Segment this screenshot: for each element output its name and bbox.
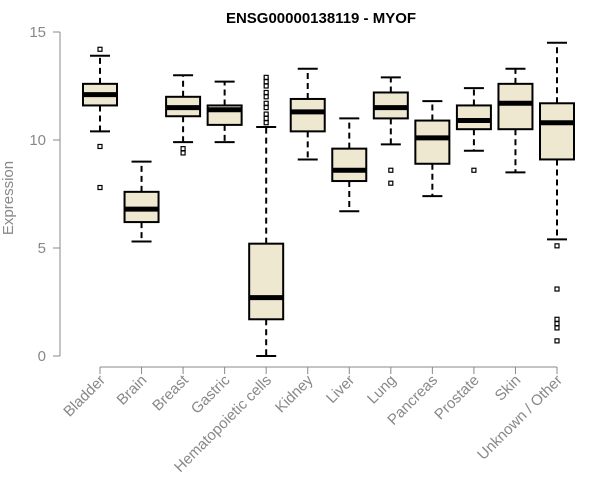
x-tick-label: Breast — [149, 371, 192, 414]
outlier-point — [263, 120, 269, 126]
x-tick-label: Liver — [323, 372, 358, 407]
outlier-point — [554, 325, 560, 331]
box-iqr — [414, 119, 451, 165]
x-tick-label: Skin — [492, 372, 525, 405]
outlier-point — [554, 286, 560, 292]
box-group — [331, 117, 368, 213]
y-tick-label: 0 — [38, 348, 46, 365]
y-tick-label: 10 — [29, 132, 46, 149]
box-group — [414, 100, 451, 198]
outlier-point — [388, 180, 394, 186]
outlier-point — [263, 115, 269, 122]
box-iqr — [331, 147, 368, 183]
outlier-point — [263, 79, 269, 85]
box-group — [372, 76, 409, 186]
box-group — [497, 67, 534, 174]
chart-title: ENSG00000138119 - MYOF — [226, 10, 416, 27]
box-group — [165, 74, 202, 156]
outlier-point — [263, 111, 269, 117]
y-tick-label: 15 — [29, 24, 46, 41]
box-iqr — [497, 82, 534, 131]
outlier-point — [263, 100, 269, 106]
box-iqr — [248, 242, 285, 321]
outlier-point — [263, 89, 269, 96]
outlier-point — [263, 104, 269, 111]
x-tick-label: Brain — [114, 372, 151, 409]
y-axis-label: Expression — [0, 161, 17, 235]
box-group — [206, 80, 243, 144]
outlier-point — [180, 146, 186, 152]
outlier-point — [263, 83, 269, 89]
outlier-point — [554, 243, 560, 249]
x-tick-label: Bladder — [60, 372, 109, 421]
outlier-point — [471, 167, 477, 173]
x-tick-label: Prostate — [431, 372, 483, 424]
outlier-point — [554, 316, 560, 322]
box-iqr — [289, 97, 326, 133]
box-group — [289, 67, 326, 161]
box-group — [123, 160, 160, 243]
outlier-point — [263, 74, 269, 80]
outlier-point — [388, 167, 394, 173]
box-group — [248, 74, 285, 357]
box-series — [82, 41, 575, 357]
outlier-point — [263, 94, 269, 100]
outlier-point — [554, 338, 560, 344]
box-group — [455, 87, 492, 173]
box-iqr — [455, 104, 492, 131]
y-axis: 0 5 10 15 — [29, 24, 61, 365]
x-tick-label: Lung — [364, 372, 400, 408]
x-tick-label: Kidney — [272, 371, 317, 416]
box-group — [539, 41, 575, 344]
outlier-point — [97, 184, 103, 191]
outlier-point — [97, 143, 103, 150]
box-iqr — [539, 102, 575, 161]
y-tick-label: 5 — [38, 240, 46, 257]
box-group — [82, 46, 118, 191]
outlier-point — [180, 150, 186, 156]
outlier-point — [97, 46, 103, 52]
outlier-point — [554, 321, 560, 327]
